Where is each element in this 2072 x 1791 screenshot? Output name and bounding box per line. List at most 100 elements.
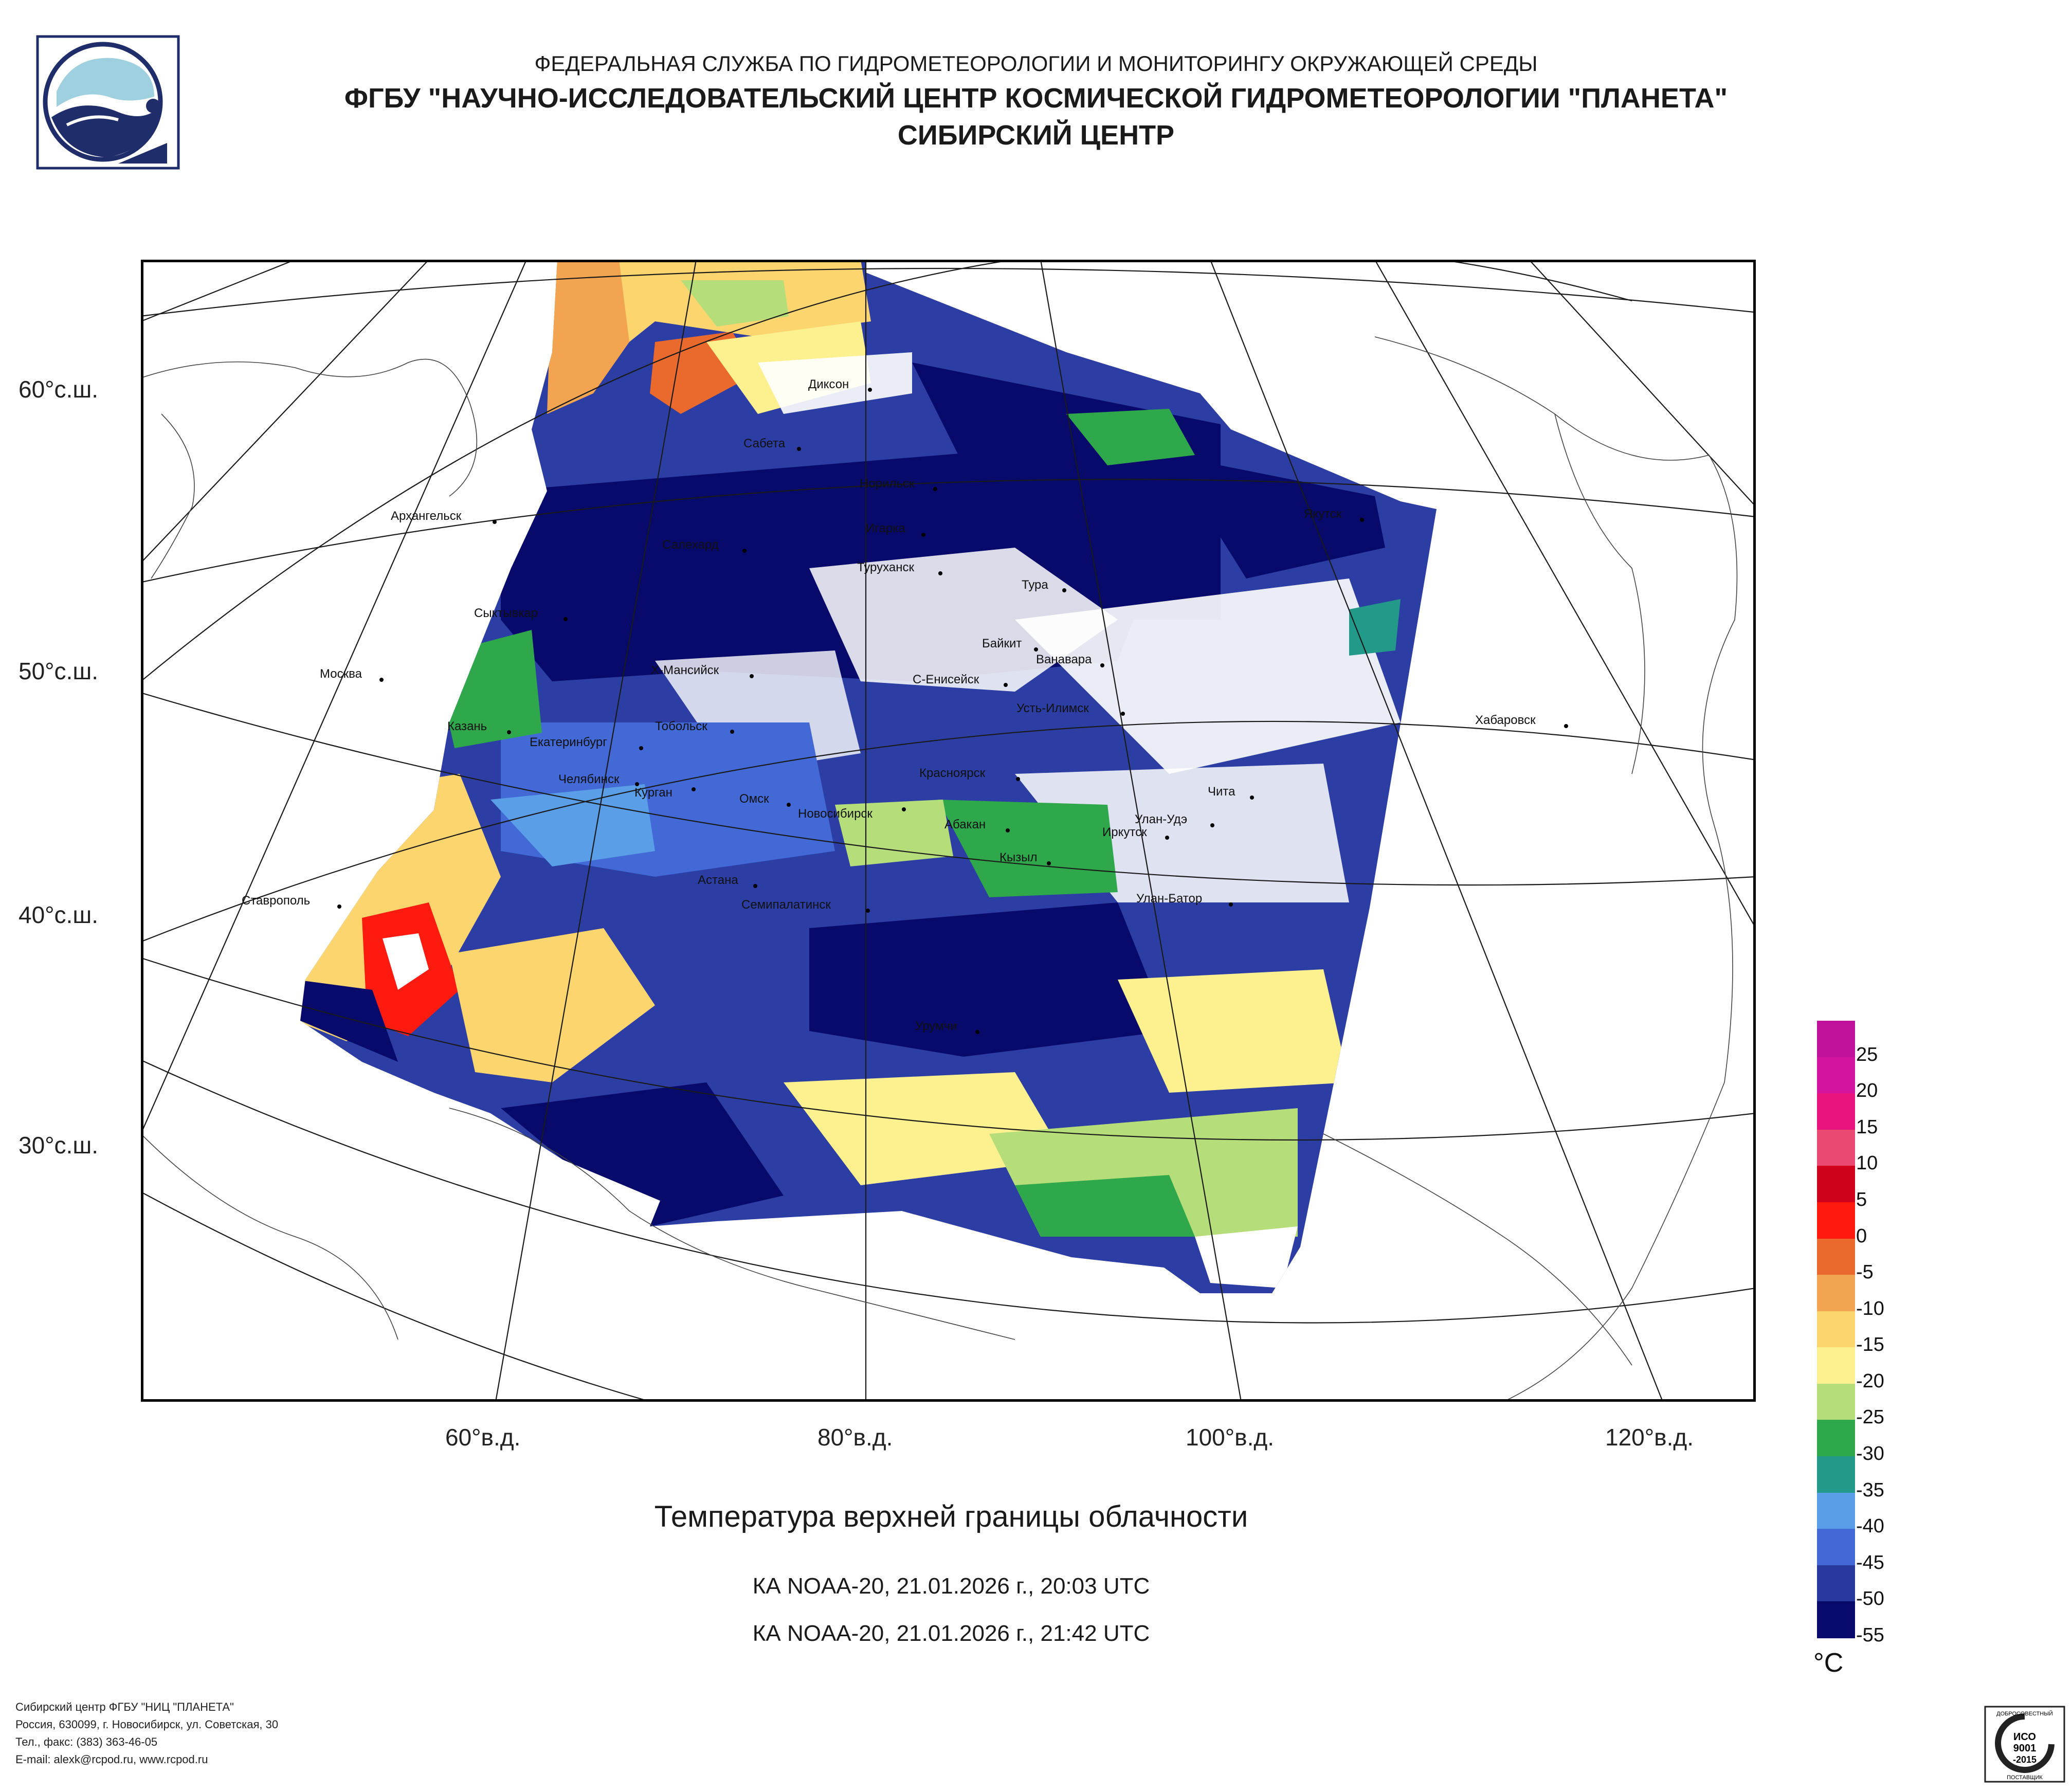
city-vanavara: Ванавара bbox=[1036, 653, 1104, 667]
svg-text:Норильск: Норильск bbox=[860, 477, 915, 491]
city-tura: Тура bbox=[1022, 578, 1066, 592]
svg-text:Красноярск: Красноярск bbox=[919, 766, 986, 780]
city-norilsk: Норильск bbox=[860, 477, 937, 491]
svg-text:Усть-Илимск: Усть-Илимск bbox=[1016, 701, 1089, 715]
satellite-pass-2: КА NOAA-20, 21.01.2026 г., 21:42 UTC bbox=[752, 1621, 1150, 1646]
colorbar-tick-label: -45 bbox=[1856, 1551, 1884, 1573]
colorbar-tick-label: -25 bbox=[1856, 1406, 1884, 1428]
city-turukhansk: Туруханск bbox=[857, 560, 942, 575]
city-chita: Чита bbox=[1208, 785, 1254, 800]
svg-text:Диксон: Диксон bbox=[808, 377, 849, 391]
city-dikson: Диксон bbox=[808, 377, 872, 392]
city-ust-ilimsk: Усть-Илимск bbox=[1016, 701, 1125, 716]
map-border bbox=[141, 260, 1756, 1402]
colorbar-tick-label: 5 bbox=[1856, 1188, 1867, 1210]
svg-text:ДОБРОСОВЕСТНЫЙ: ДОБРОСОВЕСТНЫЙ bbox=[1996, 1710, 2053, 1717]
svg-text:Иркутск: Иркутск bbox=[1102, 825, 1147, 839]
lat-label-60: 60°с.ш. bbox=[19, 376, 99, 403]
lon-label-80: 80°в.д. bbox=[817, 1424, 893, 1451]
city-ulaanbaatar: Улан-Батор bbox=[1136, 892, 1233, 907]
colorbar-swatch bbox=[1817, 1383, 1855, 1421]
colorbar-swatch bbox=[1817, 1347, 1855, 1384]
city-khanty-mansiysk: Х-Мансийск bbox=[651, 663, 754, 678]
footer-phone: Тел., факс: (383) 363-46-05 bbox=[15, 1735, 158, 1748]
lat-label-30: 30°с.ш. bbox=[19, 1132, 99, 1159]
colorbar-swatch bbox=[1817, 1311, 1855, 1348]
colorbar-swatch bbox=[1817, 1202, 1855, 1239]
colorbar-tick-label: 10 bbox=[1856, 1152, 1878, 1174]
svg-text:Улан-Удэ: Улан-Удэ bbox=[1135, 812, 1187, 826]
colorbar-tick-label: -30 bbox=[1856, 1443, 1884, 1465]
colorbar-swatch bbox=[1817, 1057, 1855, 1094]
header-center: СИБИРСКИЙ ЦЕНТР bbox=[897, 120, 1175, 151]
map-title: Температура верхней границы облачности bbox=[654, 1500, 1248, 1533]
city-semipalatinsk: Семипалатинск bbox=[741, 898, 870, 913]
svg-text:-2015: -2015 bbox=[2013, 1754, 2037, 1765]
svg-text:С-Енисейск: С-Енисейск bbox=[913, 673, 979, 686]
svg-text:Игарка: Игарка bbox=[866, 521, 905, 535]
city-stavropol: Ставрополь bbox=[242, 894, 341, 909]
colorbar-swatch bbox=[1817, 1166, 1855, 1203]
colorbar-tick-label: -50 bbox=[1856, 1588, 1884, 1610]
svg-text:Салехард: Салехард bbox=[662, 538, 719, 552]
colorbar bbox=[1817, 1021, 1855, 1638]
colorbar-swatch bbox=[1817, 1275, 1855, 1312]
svg-text:Екатеринбург: Екатеринбург bbox=[530, 735, 607, 749]
city-urumqi: Урумчи bbox=[915, 1019, 979, 1034]
graticule bbox=[141, 260, 1756, 1402]
colorbar-tick-label: -5 bbox=[1856, 1261, 1874, 1283]
colorbar-tick-label: -15 bbox=[1856, 1334, 1884, 1356]
colorbar-swatch bbox=[1817, 1601, 1855, 1638]
city-markers: Диксон Сабета Норильск Игарка Архангельс… bbox=[242, 377, 1568, 1034]
colorbar-swatch bbox=[1817, 1021, 1855, 1058]
city-abakan: Абакан bbox=[944, 818, 1010, 833]
lat-label-50: 50°с.ш. bbox=[19, 658, 99, 684]
svg-text:9001: 9001 bbox=[2013, 1743, 2037, 1754]
colorbar-swatch bbox=[1817, 1456, 1855, 1493]
cloud-top-temperature-map: Диксон Сабета Норильск Игарка Архангельс… bbox=[141, 260, 1756, 1402]
svg-text:Урумчи: Урумчи bbox=[915, 1019, 957, 1033]
svg-text:Казань: Казань bbox=[447, 719, 487, 733]
colorbar-swatch bbox=[1817, 1420, 1855, 1457]
lat-label-40: 40°с.ш. bbox=[19, 901, 99, 928]
city-chelyabinsk: Челябинск bbox=[558, 772, 639, 786]
iso-certificate-icon: ДОБРОСОВЕСТНЫЙ ИСО 9001 -2015 ПОСТАВЩИК bbox=[1984, 1706, 2065, 1783]
colorbar-unit: °C bbox=[1813, 1648, 1844, 1678]
city-arkhangelsk: Архангельск bbox=[391, 509, 497, 524]
colorbar-tick-label: 25 bbox=[1856, 1043, 1878, 1065]
svg-text:Сабета: Сабета bbox=[743, 437, 786, 450]
footer-email: E-mail: alexk@rcpod.ru, www.rcpod.ru bbox=[15, 1753, 208, 1766]
colorbar-tick-label: 20 bbox=[1856, 1080, 1878, 1102]
svg-text:Ставрополь: Ставрополь bbox=[242, 894, 310, 908]
svg-text:Х-Мансийск: Х-Мансийск bbox=[651, 663, 719, 677]
svg-text:Кызыл: Кызыл bbox=[999, 851, 1038, 864]
lon-label-60: 60°в.д. bbox=[445, 1424, 521, 1451]
svg-text:Якутск: Якутск bbox=[1304, 507, 1342, 521]
city-irkutsk: Иркутск bbox=[1102, 825, 1169, 840]
svg-text:Омск: Омск bbox=[739, 792, 769, 806]
city-kyzyl: Кызыл bbox=[999, 851, 1051, 865]
planeta-logo-icon bbox=[36, 35, 180, 170]
city-novosibirsk: Новосибирск bbox=[798, 807, 906, 821]
lon-label-100: 100°в.д. bbox=[1186, 1424, 1274, 1451]
city-omsk: Омск bbox=[739, 792, 791, 807]
city-tobolsk: Тобольск bbox=[655, 719, 734, 734]
svg-text:Хабаровск: Хабаровск bbox=[1475, 713, 1536, 727]
city-igarka: Игарка bbox=[866, 521, 925, 537]
coastlines bbox=[141, 336, 1738, 1402]
city-sabetta: Сабета bbox=[743, 437, 801, 451]
colorbar-swatch bbox=[1817, 1238, 1855, 1276]
city-baikit: Байкит bbox=[982, 637, 1038, 652]
colorbar-tick-label: -10 bbox=[1856, 1297, 1884, 1319]
city-syktyvkar: Сыктывкар bbox=[474, 606, 568, 621]
footer-address: Россия, 630099, г. Новосибирск, ул. Сове… bbox=[15, 1718, 279, 1731]
svg-text:ИСО: ИСО bbox=[2013, 1731, 2036, 1743]
city-ulan-ude: Улан-Удэ bbox=[1135, 812, 1214, 827]
colorbar-swatch bbox=[1817, 1129, 1855, 1167]
svg-text:Москва: Москва bbox=[320, 667, 362, 681]
city-yekaterinburg: Екатеринбург bbox=[530, 735, 643, 750]
colorbar-swatch bbox=[1817, 1492, 1855, 1530]
colorbar-tick-label: -55 bbox=[1856, 1624, 1884, 1646]
lon-label-120: 120°в.д. bbox=[1605, 1424, 1694, 1451]
header-institute: ФГБУ "НАУЧНО-ИССЛЕДОВАТЕЛЬСКИЙ ЦЕНТР КОС… bbox=[344, 83, 1728, 114]
